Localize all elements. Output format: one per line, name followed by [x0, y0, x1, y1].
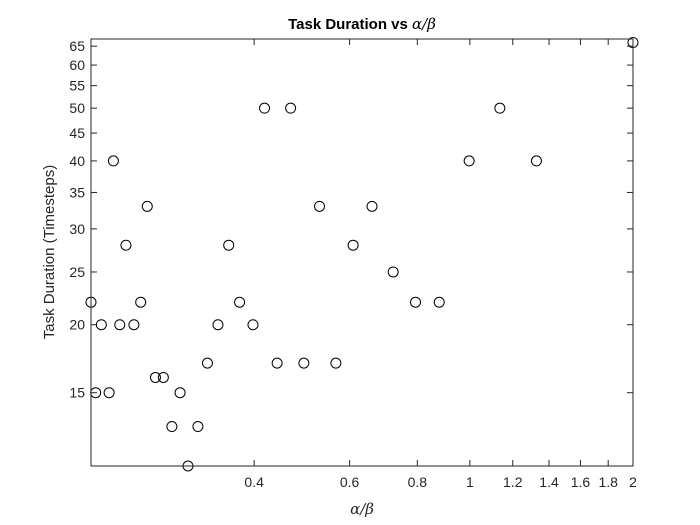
y-tick-label: 20: [69, 317, 85, 333]
data-point: [114, 319, 126, 331]
data-point: [192, 421, 204, 433]
y-tick-labels: 15 20 25 30 35 40 45 50 55 60 65: [69, 38, 85, 401]
y-tick-label: 50: [69, 100, 85, 116]
x-tick-label: 0.4: [244, 474, 264, 490]
data-point: [366, 200, 378, 212]
data-point: [314, 200, 326, 212]
x-tick-label: 1.8: [598, 474, 618, 490]
data-point: [166, 421, 178, 433]
y-tick-label: 25: [69, 264, 85, 280]
x-tick-label: 1.4: [539, 474, 559, 490]
y-axis-label: Task Duration (Timesteps): [41, 165, 58, 340]
chart-title: Task Duration vs α/β: [288, 15, 436, 33]
data-point: [223, 239, 235, 251]
y-tick-label: 30: [69, 221, 85, 237]
y-tick-label: 15: [69, 385, 85, 401]
y-tick-label: 40: [69, 153, 85, 169]
axis-ticks: [91, 39, 634, 466]
x-tick-label: 0.6: [340, 474, 360, 490]
data-point: [135, 296, 147, 308]
y-tick-label: 65: [69, 38, 85, 54]
data-point: [157, 371, 169, 383]
data-point: [494, 102, 506, 114]
data-point: [298, 357, 310, 369]
x-tick-labels: 0.4 0.6 0.8 1 1.2 1.4 1.6 1.8 2: [244, 474, 637, 490]
x-tick-label: 1.2: [503, 474, 523, 490]
data-point: [234, 296, 246, 308]
x-tick-label: 1: [466, 474, 474, 490]
plot-background: [91, 39, 633, 466]
data-point: [463, 155, 475, 167]
x-tick-label: 0.8: [408, 474, 428, 490]
data-point: [347, 239, 359, 251]
data-point: [330, 357, 342, 369]
data-point: [271, 357, 283, 369]
data-point: [141, 200, 153, 212]
data-point: [128, 319, 140, 331]
data-point: [120, 239, 132, 251]
y-tick-label: 45: [69, 125, 85, 141]
data-point: [433, 296, 445, 308]
data-point: [530, 155, 542, 167]
x-tick-label: 1.6: [571, 474, 591, 490]
data-point: [149, 371, 161, 383]
data-point: [95, 319, 107, 331]
data-point: [174, 387, 186, 399]
x-tick-label: 2: [629, 474, 637, 490]
data-point: [103, 387, 115, 399]
data-points: [85, 37, 639, 472]
data-point: [247, 319, 259, 331]
data-point: [201, 357, 213, 369]
data-point: [387, 266, 399, 278]
data-point: [212, 319, 224, 331]
data-point: [107, 155, 119, 167]
x-axis-label: α/β: [350, 500, 374, 518]
y-tick-label: 35: [69, 184, 85, 200]
data-point: [259, 102, 271, 114]
data-point: [410, 296, 422, 308]
plot-frame: [90, 38, 634, 467]
data-point: [285, 102, 297, 114]
y-tick-label: 55: [69, 78, 85, 94]
y-tick-label: 60: [69, 57, 85, 73]
